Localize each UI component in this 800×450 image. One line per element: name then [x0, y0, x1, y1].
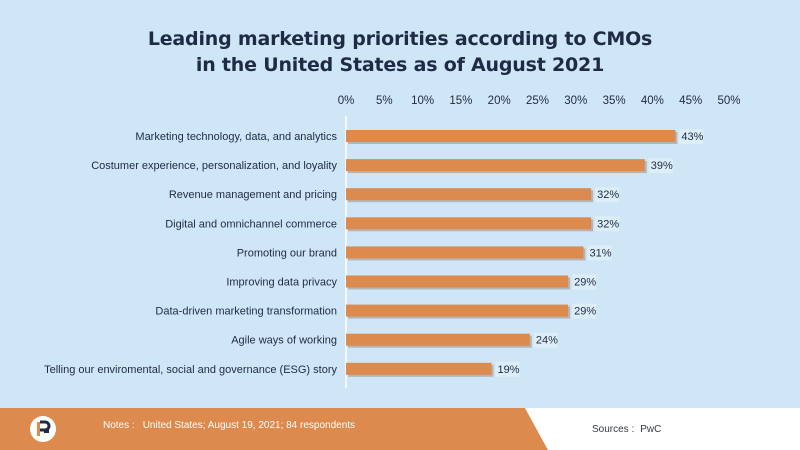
notes: Notes : United States; August 19, 2021; 8… — [103, 420, 355, 431]
bar-chart: 0% 5% 10% 15% 20% 25% 30% 35% 40% 45% 50% Marketing… — [44, 95, 741, 388]
category-label: Revenue management and pricing — [169, 189, 337, 201]
category-label: Agile ways of working — [231, 335, 337, 347]
data-label-background — [595, 216, 620, 232]
x-tick-label: 50% — [717, 95, 740, 107]
data-label: 32% — [597, 218, 619, 230]
data-label: 24% — [536, 335, 558, 347]
brand-logo-icon — [30, 416, 56, 442]
category-label: Promoting our brand — [237, 247, 337, 259]
chart-title: Leading marketing priorities according t… — [0, 26, 800, 78]
data-label-background — [533, 332, 558, 348]
footer-bar: Notes : United States; August 19, 2021; 8… — [0, 408, 800, 450]
data-label: 43% — [681, 131, 703, 143]
data-label: 29% — [574, 306, 596, 318]
chart-title-line-2: in the United States as of August 2021 — [195, 54, 605, 76]
x-tick-label: 40% — [641, 95, 664, 107]
chart-title-line-1: Leading marketing priorities according t… — [147, 28, 653, 50]
bar — [346, 275, 569, 288]
data-label-background — [495, 361, 520, 377]
footer-background — [0, 408, 800, 450]
bar — [346, 304, 569, 317]
data-label: 32% — [597, 189, 619, 201]
data-label-background — [595, 187, 620, 203]
sources-text: PwC — [640, 424, 662, 435]
data-label-background — [679, 129, 704, 144]
category-label: Costumer experience, personalization, an… — [91, 160, 337, 172]
data-label-background — [648, 158, 673, 174]
category-label: Telling our enviromental, social and gov… — [44, 364, 337, 376]
bar — [346, 246, 584, 259]
sources: Sources : PwC — [592, 424, 661, 435]
bar — [346, 159, 645, 172]
bar — [346, 217, 592, 230]
x-tick-label: 0% — [338, 95, 355, 107]
x-tick-label: 30% — [564, 95, 587, 107]
x-tick-label: 45% — [679, 95, 702, 107]
bar — [346, 362, 492, 375]
data-label-background — [572, 303, 597, 319]
x-tick-label: 15% — [449, 95, 472, 107]
data-label: 39% — [651, 160, 673, 172]
bar — [346, 130, 676, 142]
category-label: Digital and omnichannel commerce — [165, 218, 337, 230]
x-tick-label: 10% — [411, 95, 434, 107]
bar — [346, 333, 530, 346]
notes-label: Notes : — [103, 420, 135, 431]
category-label: Marketing technology, data, and analytic… — [135, 131, 337, 143]
bar — [346, 188, 592, 201]
data-label-background — [572, 274, 597, 290]
data-label-background — [587, 245, 612, 261]
data-label: 29% — [574, 277, 596, 289]
category-label: Improving data privacy — [226, 277, 337, 289]
x-tick-label: 5% — [376, 95, 393, 107]
data-label: 31% — [589, 247, 611, 259]
x-tick-label: 35% — [603, 95, 626, 107]
x-tick-label: 20% — [488, 95, 511, 107]
category-label: Data-driven marketing transformation — [155, 306, 337, 318]
x-tick-label: 25% — [526, 95, 549, 107]
sources-label: Sources : — [592, 424, 635, 435]
data-label: 19% — [498, 364, 520, 376]
notes-text: United States; August 19, 2021; 84 respo… — [142, 420, 356, 431]
